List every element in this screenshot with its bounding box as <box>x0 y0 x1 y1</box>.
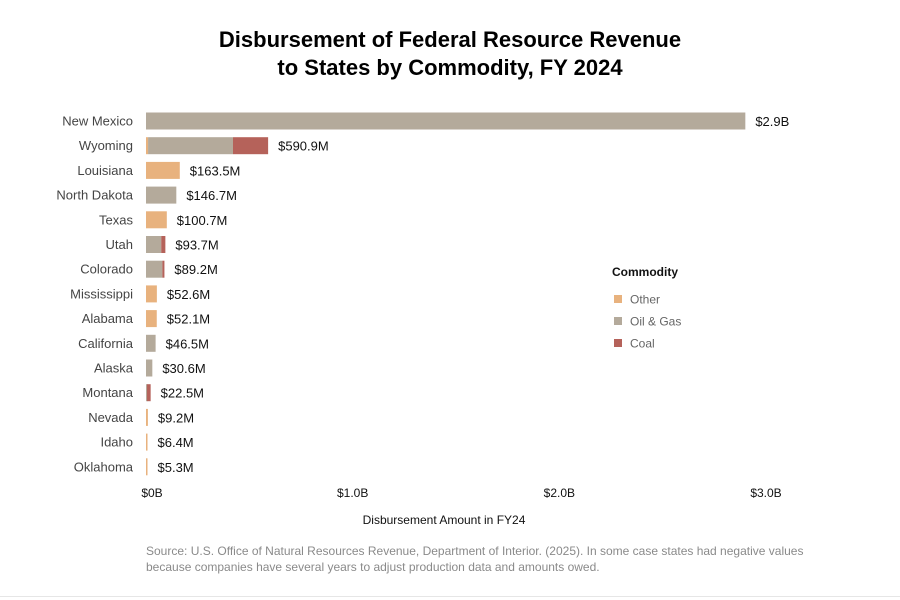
chart-title: Disbursement of Federal Resource Revenue… <box>0 26 900 82</box>
total-label-louisiana: $163.5M <box>190 163 241 178</box>
category-label-utah: Utah <box>106 237 133 252</box>
bar-california-oil-and-gas <box>146 334 156 352</box>
category-label-california: California <box>78 336 134 351</box>
x-tick-label: $2.0B <box>544 486 575 500</box>
bar-wyoming-other <box>146 137 149 155</box>
total-label-new-mexico: $2.9B <box>755 114 789 129</box>
total-label-california: $46.5M <box>166 336 209 351</box>
category-label-wyoming: Wyoming <box>79 138 133 153</box>
source-note: Source: U.S. Office of Natural Resources… <box>146 544 804 574</box>
bar-louisiana-other <box>146 161 180 179</box>
total-label-north-dakota: $146.7M <box>186 188 237 203</box>
x-tick-label: $3.0B <box>750 486 781 500</box>
bar-wyoming-oil-and-gas <box>148 137 233 155</box>
total-label-montana: $22.5M <box>161 386 204 401</box>
bar-montana-oil-and-gas <box>146 384 148 402</box>
total-label-texas: $100.7M <box>177 213 228 228</box>
bar-new-mexico-oil-and-gas <box>146 112 746 130</box>
category-label-alabama: Alabama <box>82 311 134 326</box>
x-tick-label: $0B <box>141 486 162 500</box>
total-label-oklahoma: $5.3M <box>158 460 194 475</box>
x-axis-title: Disbursement Amount in FY24 <box>363 513 526 527</box>
bar-utah-coal <box>161 236 166 253</box>
legend-swatch-coal <box>614 339 622 347</box>
legend-label-other: Other <box>630 293 660 307</box>
bar-alabama-other <box>146 310 157 328</box>
bar-wyoming-coal <box>232 137 269 155</box>
stacked-bar-chart: New Mexico $2.9B Wyoming $590.9M Louisiana $1… <box>56 112 789 527</box>
category-label-oklahoma: Oklahoma <box>74 459 134 474</box>
total-label-utah: $93.7M <box>175 238 218 253</box>
bar-nevada-other <box>146 408 148 426</box>
total-label-idaho: $6.4M <box>158 435 194 450</box>
category-label-colorado: Colorado <box>80 262 133 277</box>
chart-title-line-2: to States by Commodity, FY 2024 <box>277 55 623 80</box>
total-label-alabama: $52.1M <box>167 312 210 327</box>
legend-swatch-other <box>614 295 622 303</box>
total-label-colorado: $89.2M <box>174 262 217 277</box>
legend-label-oil-and-gas: Oil & Gas <box>630 315 681 329</box>
bar-alaska-oil-and-gas <box>146 359 153 377</box>
total-label-nevada: $9.2M <box>158 410 194 425</box>
total-label-mississippi: $52.6M <box>167 287 210 302</box>
bar-idaho-other <box>146 433 148 451</box>
bar-colorado-coal <box>162 260 165 278</box>
bar-texas-other <box>146 211 167 229</box>
category-label-alaska: Alaska <box>94 361 134 376</box>
category-label-montana: Montana <box>82 385 133 400</box>
category-label-mississippi: Mississippi <box>70 286 133 301</box>
bar-mississippi-other <box>146 285 157 303</box>
category-label-texas: Texas <box>99 212 133 227</box>
category-label-louisiana: Louisiana <box>77 163 133 178</box>
legend-title: Commodity <box>612 265 678 279</box>
bottom-divider <box>0 596 900 597</box>
bar-utah-oil-and-gas <box>146 236 162 253</box>
category-label-new-mexico: New Mexico <box>62 114 133 129</box>
bar-colorado-oil-and-gas <box>146 260 163 278</box>
bar-oklahoma-other <box>146 458 148 476</box>
legend-label-coal: Coal <box>630 337 655 351</box>
category-label-idaho: Idaho <box>100 435 133 450</box>
category-label-north-dakota: North Dakota <box>56 188 133 203</box>
total-label-wyoming: $590.9M <box>278 139 329 154</box>
x-tick-label: $1.0B <box>337 486 368 500</box>
category-label-nevada: Nevada <box>88 410 134 425</box>
total-label-alaska: $30.6M <box>162 361 205 376</box>
bar-montana-coal <box>147 384 151 402</box>
bar-north-dakota-oil-and-gas <box>146 186 177 204</box>
legend-swatch-oil-and-gas <box>614 317 622 325</box>
chart-title-line-1: Disbursement of Federal Resource Revenue <box>218 27 682 52</box>
